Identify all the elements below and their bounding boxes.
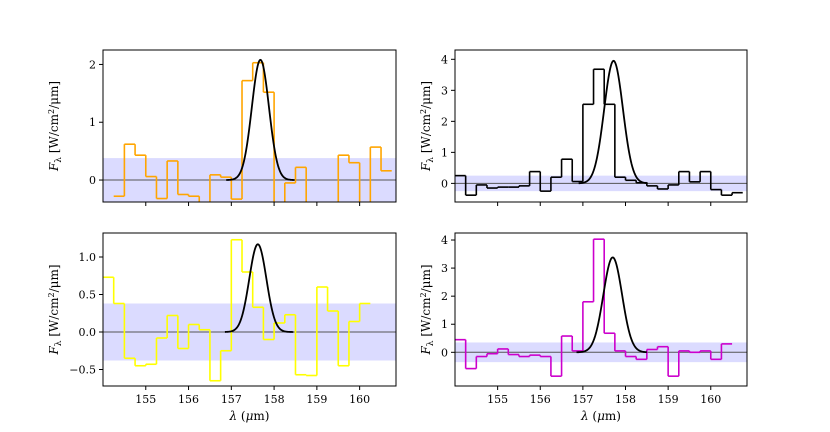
chart-panel-bottom-right: 155 156 157 158 159 160 0 1 2 3 4 Fλ [W/cm2/μm] λ (μ… xyxy=(419,232,748,423)
chart-panel-top-right: 0 1 2 3 4 Fλ [W/cm2/μm] xyxy=(419,49,748,206)
x-axis-label: λ (μm) xyxy=(580,409,621,423)
x-tick-label: 159 xyxy=(306,393,327,406)
panels-group: 0 1 2 Fλ [W/cm2/μm] 0 1 2 3 4 Fλ [W/cm2/μm] 155 156… xyxy=(47,49,748,423)
x-tick-label: 158 xyxy=(264,393,285,406)
y-tick-label: 1 xyxy=(89,116,96,129)
x-tick-label: 160 xyxy=(700,393,721,406)
y-tick-label: 2 xyxy=(441,115,448,128)
axes-frame xyxy=(102,232,397,387)
plot-area xyxy=(103,238,396,382)
plot-area xyxy=(455,59,747,196)
x-tick-label: 158 xyxy=(615,393,636,406)
plot-area xyxy=(103,58,396,202)
gaussian-fit-line xyxy=(578,59,648,185)
x-tick-label: 157 xyxy=(572,393,593,406)
x-tick-label: 160 xyxy=(349,393,370,406)
chart-panel-top-left: 0 1 2 Fλ [W/cm2/μm] xyxy=(47,49,397,206)
x-tick-label: 156 xyxy=(178,393,199,406)
y-tick-label: 2 xyxy=(441,290,448,303)
x-tick-label: 159 xyxy=(658,393,679,406)
x-tick-label: 155 xyxy=(135,393,156,406)
y-tick-label: 0 xyxy=(441,346,448,359)
axes-frame xyxy=(454,232,748,387)
y-tick-label: 0 xyxy=(89,174,96,187)
x-tick-label: 156 xyxy=(530,393,551,406)
axes-frame xyxy=(454,49,748,203)
x-tick-label: 157 xyxy=(221,393,242,406)
y-tick-label: 1 xyxy=(441,318,448,331)
gaussian-fit-line xyxy=(224,243,294,333)
x-tick-label: 155 xyxy=(487,393,508,406)
y-tick-label: 4 xyxy=(441,234,448,247)
y-tick-label: 0.5 xyxy=(79,289,97,302)
y-tick-label: 0.0 xyxy=(79,326,97,339)
y-axis-label: Fλ [W/cm2/μm] xyxy=(419,81,436,172)
plot-area xyxy=(455,238,747,377)
chart-panel-bottom-left: 155 156 157 158 159 160 −0.5 0.0 0.5 1.0 Fλ [W/cm2… xyxy=(47,232,397,423)
y-tick-label: 4 xyxy=(441,53,448,66)
y-tick-label: 3 xyxy=(441,84,448,97)
y-tick-label: −0.5 xyxy=(69,364,96,377)
x-axis-label: λ (μm) xyxy=(229,409,270,423)
gaussian-fit-line xyxy=(576,256,647,354)
y-tick-label: 2 xyxy=(89,58,96,71)
y-axis-label: Fλ [W/cm2/μm] xyxy=(47,81,64,172)
y-tick-label: 3 xyxy=(441,262,448,275)
y-tick-label: 1.0 xyxy=(79,251,97,264)
y-axis-label: Fλ [W/cm2/μm] xyxy=(47,264,64,355)
y-tick-label: 0 xyxy=(441,177,448,190)
gaussian-fit-line xyxy=(226,58,295,181)
y-axis-label: Fλ [W/cm2/μm] xyxy=(419,264,436,355)
y-tick-label: 1 xyxy=(441,146,448,159)
axes-frame xyxy=(102,49,397,203)
